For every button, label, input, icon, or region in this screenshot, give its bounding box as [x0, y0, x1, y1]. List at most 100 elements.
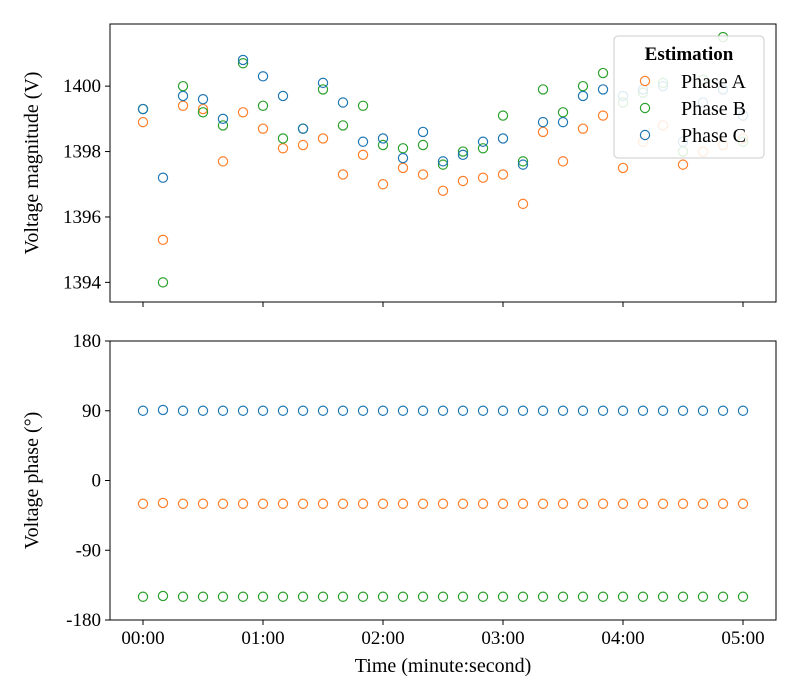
point-phase-a	[217, 156, 229, 167]
point-phase-a	[237, 498, 249, 509]
point-phase-c	[237, 54, 249, 66]
point-phase-a	[497, 498, 509, 509]
point-phase-c	[457, 405, 469, 416]
point-phase-a	[577, 123, 589, 134]
point-phase-c	[657, 405, 669, 416]
point-phase-c	[257, 405, 269, 416]
point-phase-a	[517, 498, 529, 509]
point-phase-b	[617, 591, 629, 602]
point-phase-b	[497, 110, 509, 121]
x-tick-label: 04:00	[601, 628, 644, 649]
y-tick-label: 90	[82, 401, 101, 422]
point-phase-c	[417, 126, 429, 138]
point-phase-c	[137, 103, 149, 115]
point-phase-b	[217, 591, 229, 602]
point-phase-b	[197, 107, 209, 118]
legend-box	[613, 35, 765, 159]
point-phase-c	[637, 405, 649, 416]
point-phase-c	[557, 405, 569, 416]
point-phase-b	[577, 80, 589, 92]
point-phase-c	[477, 405, 489, 416]
point-phase-c	[357, 136, 369, 147]
legend: Estimation Phase A Phase B Phase C	[613, 35, 765, 159]
point-phase-c	[397, 405, 409, 416]
point-phase-b	[357, 591, 369, 602]
point-phase-c	[317, 77, 329, 89]
point-phase-c	[517, 159, 529, 170]
point-phase-b	[397, 143, 409, 154]
point-phase-b	[397, 591, 409, 602]
point-phase-a	[617, 162, 629, 174]
point-phase-a	[257, 123, 269, 134]
point-phase-c	[337, 405, 349, 416]
point-phase-c	[737, 405, 749, 416]
point-phase-c	[137, 405, 149, 416]
point-phase-a	[217, 498, 229, 509]
point-phase-b	[637, 591, 649, 602]
point-phase-c	[177, 90, 189, 102]
y-axis-label: Voltage magnitude (V)	[21, 72, 43, 255]
point-phase-a	[537, 126, 549, 138]
point-phase-a	[737, 498, 749, 509]
point-phase-a	[497, 169, 509, 180]
point-phase-a	[337, 169, 349, 180]
point-phase-b	[137, 591, 149, 602]
point-phase-a	[557, 156, 569, 167]
point-phase-a	[277, 498, 289, 509]
y-tick-label: -180	[66, 610, 101, 631]
point-phase-a	[457, 175, 469, 187]
point-phase-b	[317, 591, 329, 602]
data-points	[137, 404, 749, 602]
point-phase-a	[557, 498, 569, 509]
point-phase-b	[197, 591, 209, 602]
point-phase-a	[437, 498, 449, 509]
legend-marker-phase-b	[639, 102, 651, 114]
point-phase-b	[377, 139, 389, 151]
point-phase-b	[237, 591, 249, 602]
point-phase-c	[717, 405, 729, 416]
point-phase-c	[697, 405, 709, 416]
point-phase-a	[677, 498, 689, 509]
point-phase-a	[397, 162, 409, 174]
point-phase-b	[477, 143, 489, 154]
point-phase-b	[217, 120, 229, 131]
legend-title: Estimation	[645, 44, 734, 65]
point-phase-b	[557, 107, 569, 118]
point-phase-c	[457, 149, 469, 161]
y-tick-label: -90	[76, 540, 101, 561]
point-phase-a	[137, 498, 149, 509]
point-phase-a	[197, 498, 209, 509]
point-phase-b	[297, 591, 309, 602]
point-phase-c	[217, 405, 229, 416]
point-phase-c	[337, 97, 349, 108]
point-phase-a	[477, 498, 489, 509]
point-phase-b	[257, 100, 269, 111]
point-phase-a	[297, 139, 309, 151]
point-phase-c	[417, 405, 429, 416]
point-phase-b	[337, 591, 349, 602]
point-phase-c	[597, 84, 609, 95]
point-phase-b	[537, 84, 549, 95]
point-phase-b	[597, 591, 609, 602]
point-phase-a	[597, 498, 609, 509]
point-phase-c	[397, 152, 409, 164]
point-phase-b	[157, 277, 169, 288]
point-phase-b	[497, 591, 509, 602]
point-phase-a	[457, 498, 469, 509]
point-phase-c	[517, 405, 529, 416]
point-phase-a	[357, 498, 369, 509]
point-phase-b	[177, 591, 189, 602]
point-phase-b	[517, 156, 529, 167]
legend-marker-phase-a	[639, 75, 651, 87]
point-phase-b	[437, 591, 449, 602]
point-phase-a	[477, 172, 489, 183]
point-phase-c	[297, 123, 309, 134]
point-phase-b	[277, 133, 289, 144]
point-phase-c	[537, 405, 549, 416]
y-tick-label: 1394	[63, 272, 102, 293]
point-phase-c	[577, 90, 589, 102]
point-phase-b	[597, 67, 609, 79]
point-phase-a	[257, 498, 269, 509]
point-phase-c	[297, 405, 309, 416]
point-phase-a	[177, 498, 189, 509]
